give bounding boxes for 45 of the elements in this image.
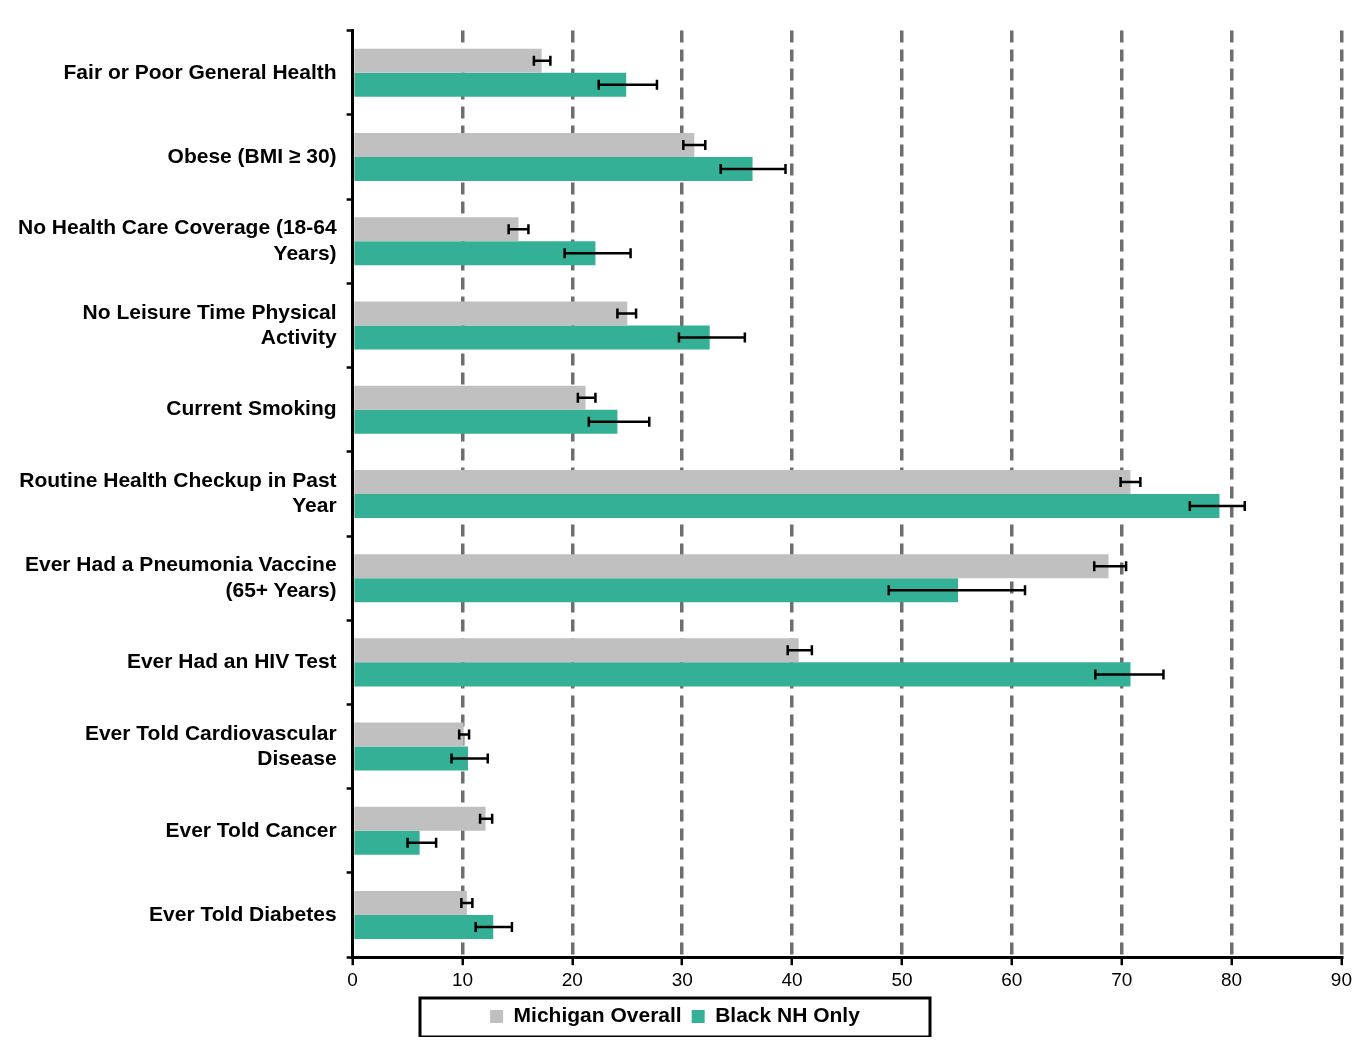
bar xyxy=(354,638,799,663)
y-tick-label: Routine Health Checkup in Past Year xyxy=(19,468,337,517)
bar xyxy=(354,469,1131,494)
bar xyxy=(354,554,1109,579)
x-tick-label: 40 xyxy=(781,968,803,990)
bar xyxy=(354,409,618,434)
x-tick-label: 20 xyxy=(561,968,583,990)
bar xyxy=(354,241,596,266)
bar xyxy=(354,662,1131,687)
x-tick-label: 10 xyxy=(451,968,474,990)
bar xyxy=(354,72,627,97)
bar xyxy=(354,132,695,157)
x-tick-label: 30 xyxy=(671,968,693,990)
bar xyxy=(354,493,1220,518)
x-tick-label: 90 xyxy=(1330,968,1352,990)
legend-label: Black NH Only xyxy=(715,1003,861,1027)
y-tick-label: Ever Had an HIV Test xyxy=(126,649,337,673)
y-tick-label: Fair or Poor General Health xyxy=(63,59,337,83)
bar xyxy=(354,891,467,916)
y-tick-label: Current Smoking xyxy=(166,396,337,420)
x-tick-label: 70 xyxy=(1111,968,1133,990)
bar xyxy=(354,830,420,855)
bar xyxy=(354,385,586,410)
bar xyxy=(354,915,494,940)
y-tick-label: Obese (BMI ≥ 30) xyxy=(167,143,337,167)
y-tick-label: No Health Care Coverage (18-64 Years) xyxy=(17,215,337,264)
y-tick-label: Ever Told Cancer xyxy=(165,817,337,841)
y-tick-label: No Leisure Time Physical Activity xyxy=(82,299,337,348)
y-tick-label: Ever Told Diabetes xyxy=(149,901,337,925)
bar xyxy=(354,156,753,181)
bar xyxy=(354,806,486,831)
bar xyxy=(354,301,628,326)
y-tick-label: Ever Had a Pneumonia Vaccine (65+ Years) xyxy=(24,552,337,601)
x-tick-label: 60 xyxy=(1001,968,1023,990)
bar xyxy=(354,578,958,603)
bar xyxy=(354,217,519,242)
x-tick-label: 0 xyxy=(347,968,358,990)
x-tick-label: 80 xyxy=(1220,968,1243,990)
bar xyxy=(354,325,710,350)
legend-label: Michigan Overall xyxy=(513,1003,682,1027)
x-tick-label: 50 xyxy=(891,968,913,990)
bar xyxy=(354,746,468,771)
bar xyxy=(354,48,542,73)
bar xyxy=(354,722,464,747)
y-tick-label: Ever Told Cardiovascular Disease xyxy=(84,720,337,770)
